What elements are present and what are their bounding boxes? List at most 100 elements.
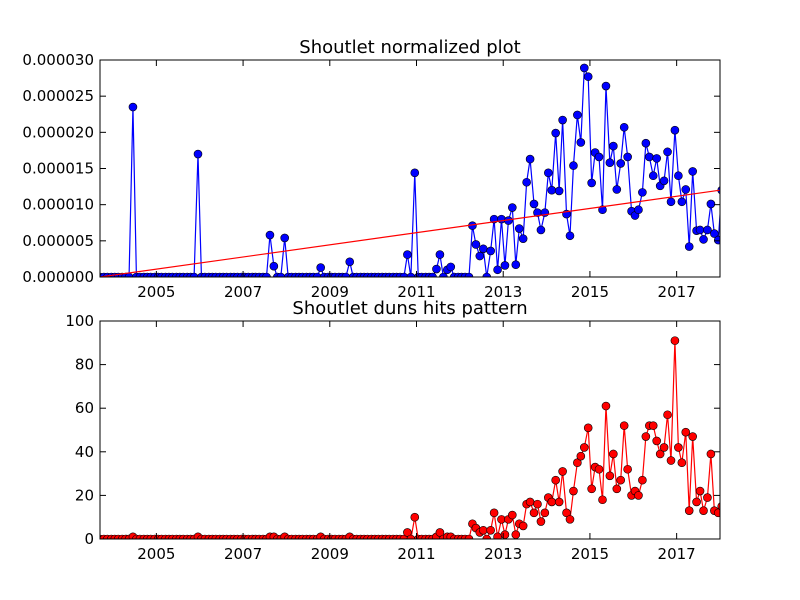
data-point <box>663 147 672 157</box>
x-tick-label: 2013 <box>484 545 522 563</box>
x-tick-label: 2015 <box>571 545 609 563</box>
data-point <box>558 467 567 476</box>
data-point <box>486 246 495 256</box>
data-point <box>497 214 506 224</box>
data-point <box>316 263 325 272</box>
data-point <box>525 497 535 507</box>
data-point <box>403 250 412 259</box>
x-tick-label: 2007 <box>224 545 262 563</box>
data-point <box>547 497 557 507</box>
top-chart-ticks: 2005 2007 2009 2011 2013 2015 2017 0.000000 0.00… <box>22 51 720 301</box>
data-point <box>695 225 705 235</box>
data-point <box>128 102 138 112</box>
bottom-chart-ticks: 2005 2007 2009 2011 2013 2015 2017 0 20 40 60 80 100 <box>65 312 720 563</box>
y-tick-label: 0.000030 <box>22 51 94 69</box>
data-point <box>655 449 665 459</box>
data-point <box>508 203 517 212</box>
data-point <box>674 443 683 452</box>
data-point <box>634 205 643 215</box>
data-point <box>605 471 615 481</box>
data-point <box>688 432 697 441</box>
series-line <box>100 67 720 277</box>
data-point <box>525 154 535 164</box>
data-point <box>464 534 474 539</box>
data-point <box>565 231 575 241</box>
data-point <box>533 499 542 509</box>
data-point <box>262 272 271 277</box>
data-point <box>583 423 593 433</box>
data-point <box>464 272 474 277</box>
y-tick-label: 80 <box>75 356 94 374</box>
x-tick-label: 2005 <box>137 545 175 563</box>
y-tick-label: 0 <box>84 530 94 548</box>
data-point <box>659 443 669 452</box>
data-point <box>193 149 203 159</box>
data-point <box>403 528 412 537</box>
x-tick-label: 2007 <box>224 283 262 301</box>
data-point <box>500 261 510 270</box>
data-point <box>609 449 618 459</box>
data-point <box>435 250 445 259</box>
trend-line <box>100 189 720 277</box>
x-tick-label: 2013 <box>484 283 522 301</box>
data-point <box>677 458 687 468</box>
data-point <box>482 272 492 277</box>
data-point <box>677 197 687 207</box>
data-point <box>341 272 351 277</box>
data-point <box>648 171 658 181</box>
data-point <box>493 265 502 275</box>
data-point <box>547 185 557 195</box>
data-point <box>489 508 499 518</box>
x-tick-label: 2009 <box>311 283 349 301</box>
data-point <box>666 456 676 465</box>
data-point <box>666 197 676 207</box>
data-point <box>703 225 712 235</box>
data-point <box>551 128 560 138</box>
top-chart: Shoutlet normalized plot 2005 2007 2009 201… <box>22 37 721 301</box>
data-point <box>612 484 622 494</box>
data-point <box>558 115 567 125</box>
x-tick-label: 2005 <box>137 283 175 301</box>
bottom-chart-frame <box>99 320 721 540</box>
data-point <box>562 508 571 518</box>
data-point <box>583 72 593 81</box>
data-point <box>486 525 495 535</box>
data-point <box>554 186 564 196</box>
data-point <box>598 205 607 215</box>
data-point <box>189 272 199 277</box>
top-chart-frame <box>99 59 721 278</box>
bottom-chart-title: Shoutlet duns hits pattern <box>292 298 527 319</box>
x-tick-label: 2017 <box>658 283 696 301</box>
data-point <box>529 508 539 518</box>
data-point <box>684 242 694 251</box>
data-point <box>446 262 456 272</box>
data-point <box>500 530 510 539</box>
data-point <box>265 230 275 240</box>
data-point <box>634 491 643 500</box>
data-point <box>540 508 550 518</box>
data-point <box>713 235 720 245</box>
x-tick-label: 2009 <box>311 545 349 563</box>
y-tick-label: 0.000005 <box>22 232 94 250</box>
data-point <box>482 534 492 539</box>
data-point <box>478 525 488 535</box>
data-point <box>623 152 632 162</box>
y-tick-label: 0.000015 <box>22 160 94 178</box>
data-point <box>439 272 448 277</box>
data-point <box>410 512 420 522</box>
data-point <box>399 272 409 277</box>
data-point <box>609 141 618 151</box>
data-point <box>576 451 586 461</box>
data-point <box>544 168 553 178</box>
data-point <box>522 177 531 187</box>
data-point <box>688 167 697 176</box>
data-point <box>670 336 680 345</box>
data-point <box>706 199 716 209</box>
data-point <box>312 272 322 277</box>
data-point <box>616 475 626 485</box>
data-point <box>514 224 524 233</box>
data-point <box>428 272 437 277</box>
data-point <box>573 458 582 468</box>
data-point <box>587 484 596 494</box>
